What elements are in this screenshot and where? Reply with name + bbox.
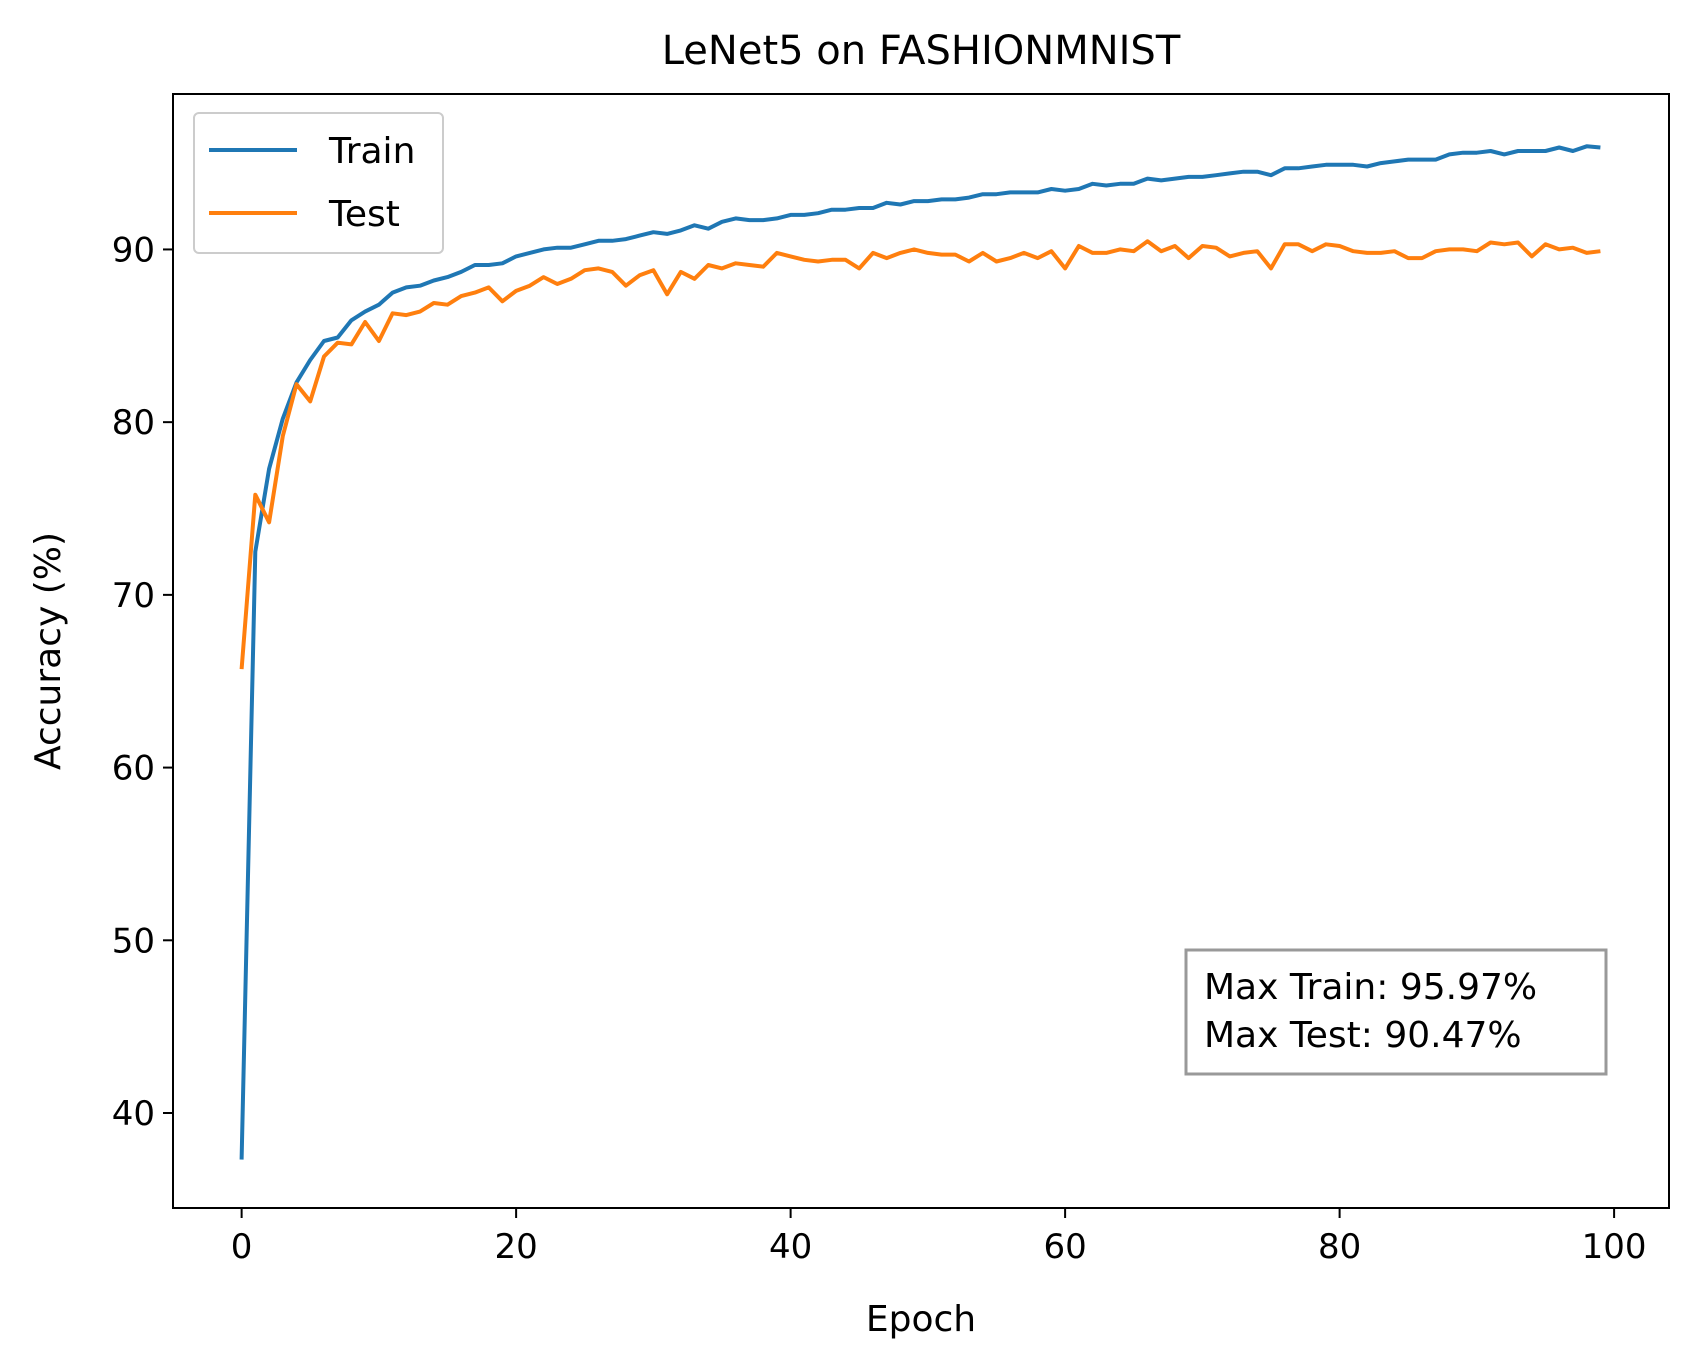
y-tick-label: 90 <box>112 230 155 270</box>
x-tick-label: 0 <box>231 1227 253 1267</box>
x-tick-label: 40 <box>769 1227 812 1267</box>
y-ticks: 40 50 60 70 80 90 <box>112 230 173 1134</box>
x-ticks: 0 20 40 60 80 100 <box>231 1208 1647 1267</box>
legend-label-test: Test <box>328 194 400 235</box>
stats-max-test: Max Test: 90.47% <box>1204 1015 1522 1056</box>
axes-frame <box>172 93 1670 1209</box>
x-tick-label: 100 <box>1582 1227 1647 1267</box>
chart-title: LeNet5 on FASHIONMNIST <box>662 28 1181 74</box>
y-tick-label: 60 <box>112 749 155 789</box>
x-tick-label: 80 <box>1318 1227 1361 1267</box>
stats-annotation-box <box>1184 948 1608 1076</box>
stats-annotation: Max Train: 95.97% Max Test: 90.47% <box>1184 948 1608 1076</box>
x-axis-label: Epoch <box>866 1299 976 1340</box>
y-tick-label: 50 <box>112 921 155 961</box>
stats-max-train: Max Train: 95.97% <box>1204 967 1537 1008</box>
y-tick-label: 40 <box>112 1094 155 1134</box>
y-tick-label: 80 <box>112 403 155 443</box>
series-line-train <box>239 144 1601 1160</box>
x-tick-label: 20 <box>494 1227 537 1267</box>
series-layer <box>239 144 1601 1160</box>
series-line-test <box>239 239 1601 670</box>
y-tick-label: 70 <box>112 576 155 616</box>
legend-label-train: Train <box>328 131 415 172</box>
y-axis-label: Accuracy (%) <box>28 532 69 770</box>
x-tick-label: 60 <box>1043 1227 1086 1267</box>
legend: Train Test <box>193 112 444 254</box>
